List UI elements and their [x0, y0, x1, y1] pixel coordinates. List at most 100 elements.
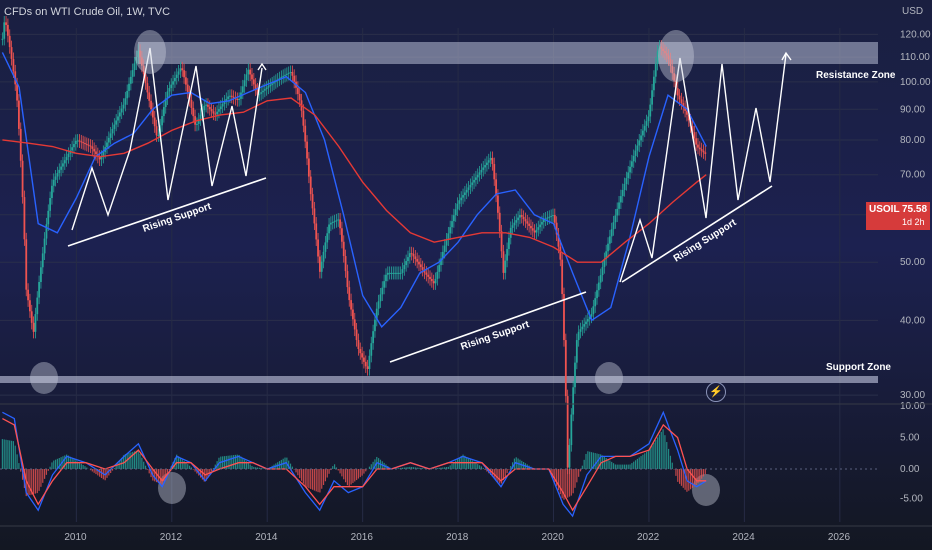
candle-body: [107, 137, 110, 143]
candle-body: [225, 98, 228, 102]
candle-body: [221, 103, 224, 107]
candle-body: [318, 256, 321, 272]
ma-blue-line: [1, 52, 707, 329]
candle-body: [524, 219, 527, 222]
candle-body: [45, 224, 48, 239]
candle-body: [212, 111, 215, 114]
candle-body: [285, 73, 288, 75]
candle-body: [216, 111, 219, 115]
candle-body: [38, 281, 40, 298]
candle-body: [133, 63, 136, 71]
candle-body: [687, 114, 690, 121]
candle-body: [170, 84, 173, 89]
candle-body: [397, 272, 400, 274]
macd-tick-label: 10.00: [900, 401, 925, 412]
candle-body: [588, 316, 591, 320]
candle-body: [370, 343, 373, 356]
candle-body: [162, 107, 165, 117]
candle-body: [63, 160, 66, 164]
candle-body: [555, 222, 558, 235]
candle-body: [394, 272, 397, 274]
candle-body: [686, 110, 688, 115]
candle-body: [140, 57, 143, 66]
candle-body: [174, 77, 176, 82]
candle-body: [271, 83, 274, 85]
candle-body: [117, 116, 119, 121]
candle-body: [614, 215, 617, 223]
candle-body: [164, 98, 167, 108]
candle-body: [214, 113, 217, 115]
candle-body: [456, 203, 459, 210]
candle-body: [478, 172, 481, 175]
candle-body: [139, 50, 141, 58]
y-tick-label: 40.00: [900, 315, 925, 326]
candle-body: [328, 224, 330, 234]
zigzag-pattern-2011: [71, 47, 263, 231]
macd-panel: [1, 410, 707, 518]
candle-body: [106, 142, 108, 148]
candle-body: [680, 99, 683, 104]
candle-body: [542, 219, 545, 222]
candle-body: [570, 414, 573, 446]
y-tick-label: 80.00: [900, 135, 925, 146]
rising-support-label-3: Rising Support: [672, 217, 739, 265]
candle-body: [665, 53, 668, 56]
candle-body: [667, 55, 670, 60]
candle-body: [396, 272, 398, 274]
candle-body: [452, 215, 455, 222]
resistance-zone-label: Resistance Zone: [816, 70, 896, 81]
candle-body: [381, 287, 384, 295]
candle-body: [421, 267, 424, 270]
candle-body: [155, 126, 158, 136]
candle-body: [412, 253, 415, 257]
candle-body: [564, 340, 567, 397]
candle-body: [183, 70, 185, 78]
candle-body: [280, 76, 283, 79]
lightning-icon[interactable]: ⚡: [706, 382, 726, 402]
candle-body: [298, 93, 301, 101]
candle-body: [642, 130, 644, 136]
candle-body: [390, 272, 393, 274]
candle-body: [256, 89, 259, 95]
candle-body: [375, 308, 378, 320]
resistance-highlight-2022: [658, 30, 694, 82]
arrow-head-1: [257, 62, 267, 71]
candle-body: [73, 144, 75, 148]
chart-title: CFDs on WTI Crude Oil, 1W, TVC: [4, 6, 171, 18]
candle-body: [27, 289, 29, 301]
candle-body: [621, 189, 624, 197]
candle-body: [348, 287, 351, 301]
candle-body: [236, 98, 239, 101]
symbol-label: USOIL: [869, 204, 900, 215]
candle-body: [122, 104, 125, 109]
candle-body: [500, 231, 503, 252]
candle-body: [656, 51, 659, 64]
candle-body: [16, 84, 18, 101]
candle-body: [399, 272, 402, 274]
candle-body: [423, 269, 426, 273]
x-tick-label: 2026: [828, 532, 851, 543]
resistance-zone: [138, 42, 878, 64]
candle-body: [627, 172, 630, 179]
candle-body: [480, 169, 483, 173]
candle-body: [218, 109, 220, 112]
candle-body: [497, 195, 499, 213]
candle-body: [636, 145, 639, 151]
candle-body: [89, 145, 92, 147]
candle-body: [419, 264, 422, 268]
candle-body: [493, 164, 496, 180]
candle-body: [664, 50, 666, 54]
candle-body: [425, 272, 428, 275]
candle-body: [643, 125, 646, 131]
candle-body: [335, 220, 338, 222]
candle-body: [386, 272, 389, 275]
candle-body: [355, 329, 358, 341]
candle-body: [596, 290, 598, 299]
projection-pattern: [67, 47, 792, 363]
candle-body: [579, 329, 582, 332]
candle-body: [196, 123, 198, 125]
candle-body: [311, 194, 314, 209]
candle-body: [695, 138, 698, 145]
candle-body: [374, 319, 376, 332]
